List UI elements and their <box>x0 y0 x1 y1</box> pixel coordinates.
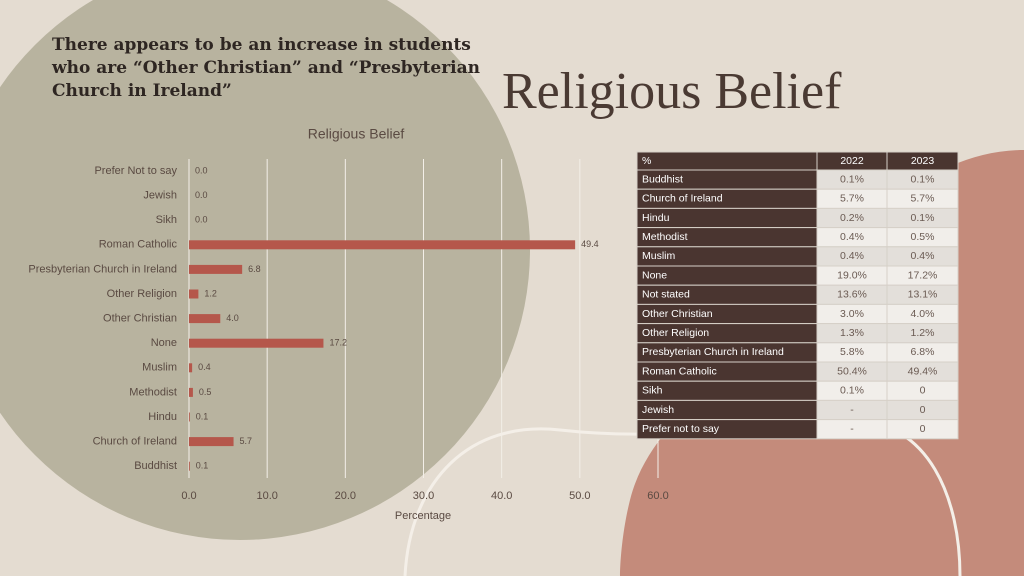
table-cell: 0 <box>920 404 926 416</box>
x-tick-label: 0.0 <box>181 490 196 502</box>
table-cell: 13.6% <box>837 289 867 301</box>
y-tick-label: Prefer Not to say <box>94 165 177 177</box>
table-cell: 17.2% <box>908 269 938 281</box>
table-cell: 5.7% <box>840 193 864 205</box>
table-cell: - <box>850 423 854 435</box>
bar <box>189 461 190 471</box>
y-tick-label: Roman Catholic <box>99 239 178 251</box>
x-tick-label: 50.0 <box>569 490 590 502</box>
x-tick-label: 20.0 <box>335 490 356 502</box>
table-cell: Jewish <box>642 404 674 416</box>
bar <box>189 437 234 447</box>
table-cell: Sikh <box>642 385 663 397</box>
bar <box>189 338 324 348</box>
table-cell: 0.1% <box>840 385 864 397</box>
table-cell: Buddhist <box>642 173 683 185</box>
bar <box>189 412 190 422</box>
bar <box>189 314 221 324</box>
table-header: 2023 <box>911 155 935 167</box>
value-label: 6.8 <box>248 264 261 274</box>
table-header-bg <box>636 151 818 171</box>
value-label: 0.4 <box>198 362 211 372</box>
table-header: 2022 <box>840 155 864 167</box>
y-tick-label: Methodist <box>129 386 177 398</box>
y-tick-label: Jewish <box>143 190 177 202</box>
table-cell: 0.1% <box>911 173 935 185</box>
x-tick-label: 40.0 <box>491 490 512 502</box>
y-tick-label: Other Religion <box>107 288 177 300</box>
y-tick-label: None <box>151 337 177 349</box>
x-tick-label: 10.0 <box>256 490 277 502</box>
table-cell: 6.8% <box>911 346 935 358</box>
value-label: 5.7 <box>240 436 253 446</box>
bar <box>189 240 576 250</box>
table-cell: 1.3% <box>840 327 864 339</box>
table-cell: Other Christian <box>642 308 713 320</box>
table-cell: 0 <box>920 385 926 397</box>
bar <box>189 363 193 373</box>
table-cell: Muslim <box>642 250 676 262</box>
value-label: 0.1 <box>196 411 209 421</box>
table-cell: 0.2% <box>840 212 864 224</box>
table-cell: 0.1% <box>840 173 864 185</box>
table-cell: 50.4% <box>837 365 867 377</box>
value-label: 0.1 <box>196 461 209 471</box>
table-cell-bg <box>636 380 818 401</box>
decor-circle <box>0 0 530 540</box>
value-label: 1.2 <box>204 288 217 298</box>
table-cell: - <box>850 404 854 416</box>
table-cell: 13.1% <box>908 289 938 301</box>
value-label: 0.0 <box>195 165 208 175</box>
heading: There appears to be an increase in stude… <box>52 35 481 101</box>
table-cell: Hindu <box>642 212 670 224</box>
table-cell: 4.0% <box>911 308 935 320</box>
table-cell: Church of Ireland <box>642 193 723 205</box>
y-tick-label: Muslim <box>142 362 177 374</box>
table-cell: None <box>642 269 667 281</box>
table-cell: Presbyterian Church in Ireland <box>642 346 784 358</box>
y-tick-label: Buddhist <box>134 460 177 472</box>
value-label: 0.5 <box>199 387 212 397</box>
y-tick-label: Church of Ireland <box>93 436 177 448</box>
table-cell: 0.4% <box>840 250 864 262</box>
table-cell: 3.0% <box>840 308 864 320</box>
table-cell: 0.4% <box>840 231 864 243</box>
table-cell: 0 <box>920 423 926 435</box>
value-label: 17.2 <box>329 338 347 348</box>
table-cell: Methodist <box>642 231 688 243</box>
table-cell: 0.1% <box>911 212 935 224</box>
table-cell: 49.4% <box>908 365 938 377</box>
table-cell: 5.8% <box>840 346 864 358</box>
value-label: 49.4 <box>581 239 599 249</box>
x-axis-label: Percentage <box>395 510 451 522</box>
bar <box>189 264 243 274</box>
table-cell: 1.2% <box>911 327 935 339</box>
table-cell: 0.5% <box>911 231 935 243</box>
value-label: 4.0 <box>226 313 239 323</box>
slide-title: Religious Belief <box>502 63 842 120</box>
table-header: % <box>642 155 651 167</box>
x-tick-label: 30.0 <box>413 490 434 502</box>
table-cell: 0.4% <box>911 250 935 262</box>
table-cell: Not stated <box>642 289 690 301</box>
table-cell: Other Religion <box>642 327 709 339</box>
table-cell: 19.0% <box>837 269 867 281</box>
table-cell-bg <box>886 419 959 440</box>
table-cell: 5.7% <box>911 193 935 205</box>
y-tick-label: Hindu <box>148 411 177 423</box>
y-tick-label: Sikh <box>156 214 177 226</box>
bar <box>189 387 193 397</box>
bar <box>189 289 199 299</box>
value-label: 0.0 <box>195 190 208 200</box>
y-tick-label: Presbyterian Church in Ireland <box>28 263 177 275</box>
y-tick-label: Other Christian <box>103 313 177 325</box>
chart-title: Religious Belief <box>308 126 405 142</box>
x-tick-label: 60.0 <box>647 490 668 502</box>
table-cell: Roman Catholic <box>642 365 717 377</box>
table-cell: Prefer not to say <box>642 423 720 435</box>
value-label: 0.0 <box>195 215 208 225</box>
